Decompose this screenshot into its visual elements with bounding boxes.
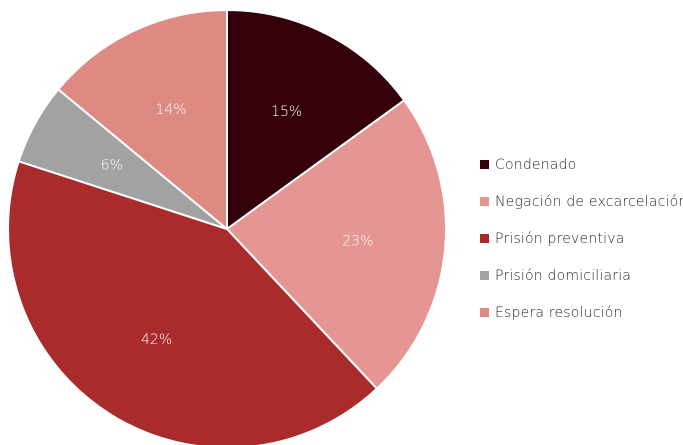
pie-slice-3: [7, 160, 378, 445]
legend-label: Negación de excarcelación: [495, 193, 683, 210]
legend-swatch: [480, 271, 489, 280]
slice-percent-label: 14%: [155, 102, 186, 118]
pie-slice-5: [57, 9, 228, 230]
legend-swatch: [480, 197, 489, 206]
pie-slices: [7, 9, 447, 445]
slice-percent-label: 6%: [101, 158, 123, 174]
slice-percent-label: 42%: [141, 332, 172, 348]
legend-swatch: [480, 160, 489, 169]
legend-item: Espera resolución: [480, 294, 683, 331]
legend-label: Prisión domiciliaria: [495, 267, 632, 284]
legend-swatch: [480, 308, 489, 317]
legend-label: Espera resolución: [495, 304, 623, 321]
chart-legend: Condenado Negación de excarcelación Prisió…: [480, 146, 683, 331]
legend-label: Prisión preventiva: [495, 230, 625, 247]
slice-percent-label: 23%: [342, 233, 373, 249]
slice-percent-label: 15%: [271, 104, 302, 120]
pie-slice-2: [226, 99, 447, 390]
legend-item: Negación de excarcelación: [480, 183, 683, 220]
legend-item: Prisión domiciliaria: [480, 257, 683, 294]
legend-item: Condenado: [480, 146, 683, 183]
pie-slice-labels: 15% 23% 42% 6% 14%: [101, 102, 374, 348]
pie-slice-1: [226, 9, 406, 230]
legend-swatch: [480, 234, 489, 243]
legend-item: Prisión preventiva: [480, 220, 683, 257]
legend-label: Condenado: [495, 156, 577, 173]
